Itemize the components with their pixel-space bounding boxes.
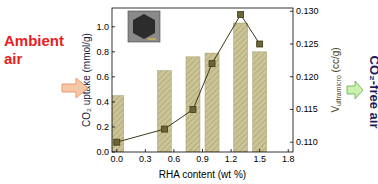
x-tick <box>145 149 146 152</box>
x-tick <box>259 149 260 152</box>
inset-image <box>128 11 160 42</box>
arrow <box>62 78 88 98</box>
bar <box>253 52 267 152</box>
bar <box>186 57 200 152</box>
y-tick-label: 0.6 <box>96 72 109 82</box>
marker <box>161 126 167 132</box>
marker <box>114 139 120 145</box>
plot-area <box>112 12 267 152</box>
annotation: CO₂-free air <box>367 56 378 129</box>
marker <box>257 41 263 47</box>
y-axis-label: CO₂ uptake (mmol/g) <box>81 33 92 127</box>
y2-tick <box>290 76 293 77</box>
x-tick-label: 1.8 <box>282 154 295 164</box>
marker <box>238 12 244 18</box>
y2-tick <box>290 142 293 143</box>
y2-tick-label: 0.115 <box>296 104 318 114</box>
x-tick <box>231 149 232 152</box>
annotation: Ambient <box>4 32 64 49</box>
y-tick <box>112 76 115 77</box>
y-tick <box>112 26 115 27</box>
x-tick <box>288 149 289 152</box>
bar <box>112 96 124 152</box>
x-tick-label: 0.9 <box>196 154 209 164</box>
line <box>117 15 260 143</box>
inset-bg <box>128 11 160 42</box>
y2-tick-label: 0.110 <box>296 137 318 147</box>
label-part: (cc/g) <box>330 47 341 75</box>
inset-scale <box>148 38 156 39</box>
x-tick-label: 0.6 <box>168 154 181 164</box>
y-tick-label: 0.2 <box>96 122 109 132</box>
y2-tick-label: 0.120 <box>296 72 319 82</box>
y2-tick <box>290 109 293 110</box>
y-tick-label: 0.0 <box>96 147 109 157</box>
label-subscript: ultramicro <box>335 75 342 106</box>
x-tick-label: 0.3 <box>139 154 152 164</box>
y-tick <box>112 101 115 102</box>
bar <box>157 71 171 152</box>
y-tick <box>112 152 115 153</box>
y-tick-label: 1.0 <box>96 22 109 32</box>
bar <box>234 23 248 152</box>
y2-tick-label: 0.130 <box>296 6 319 16</box>
x-tick-label: 1.2 <box>225 154 238 164</box>
y-tick <box>112 126 115 127</box>
chart: 0.0 0.3 0.6 0.9 1.2 1.5 1.8 0.0 0.2 0.4 0.6 0.8 1.0 0… <box>0 0 378 184</box>
inset-particle <box>133 14 155 39</box>
annotation: air <box>4 50 23 67</box>
y-tick-label: 0.4 <box>96 97 109 107</box>
y2-axis-label: Vultramicro (cc/g) <box>330 47 342 112</box>
y2-tick <box>290 44 293 45</box>
x-tick <box>202 149 203 152</box>
x-tick-label: 1.5 <box>253 154 266 164</box>
y-tick-label: 0.8 <box>96 47 109 57</box>
frame <box>112 8 293 152</box>
arrow <box>347 81 363 99</box>
x-tick <box>116 149 117 152</box>
marker <box>209 61 215 67</box>
marker <box>190 106 196 112</box>
y-tick <box>112 51 115 52</box>
y2-tick <box>290 11 293 12</box>
y2-tick-label: 0.125 <box>296 39 319 49</box>
bar <box>205 53 219 152</box>
x-tick-label: 0.0 <box>111 154 124 164</box>
x-tick <box>173 149 174 152</box>
x-axis-label: RHA content (wt %) <box>159 169 246 180</box>
